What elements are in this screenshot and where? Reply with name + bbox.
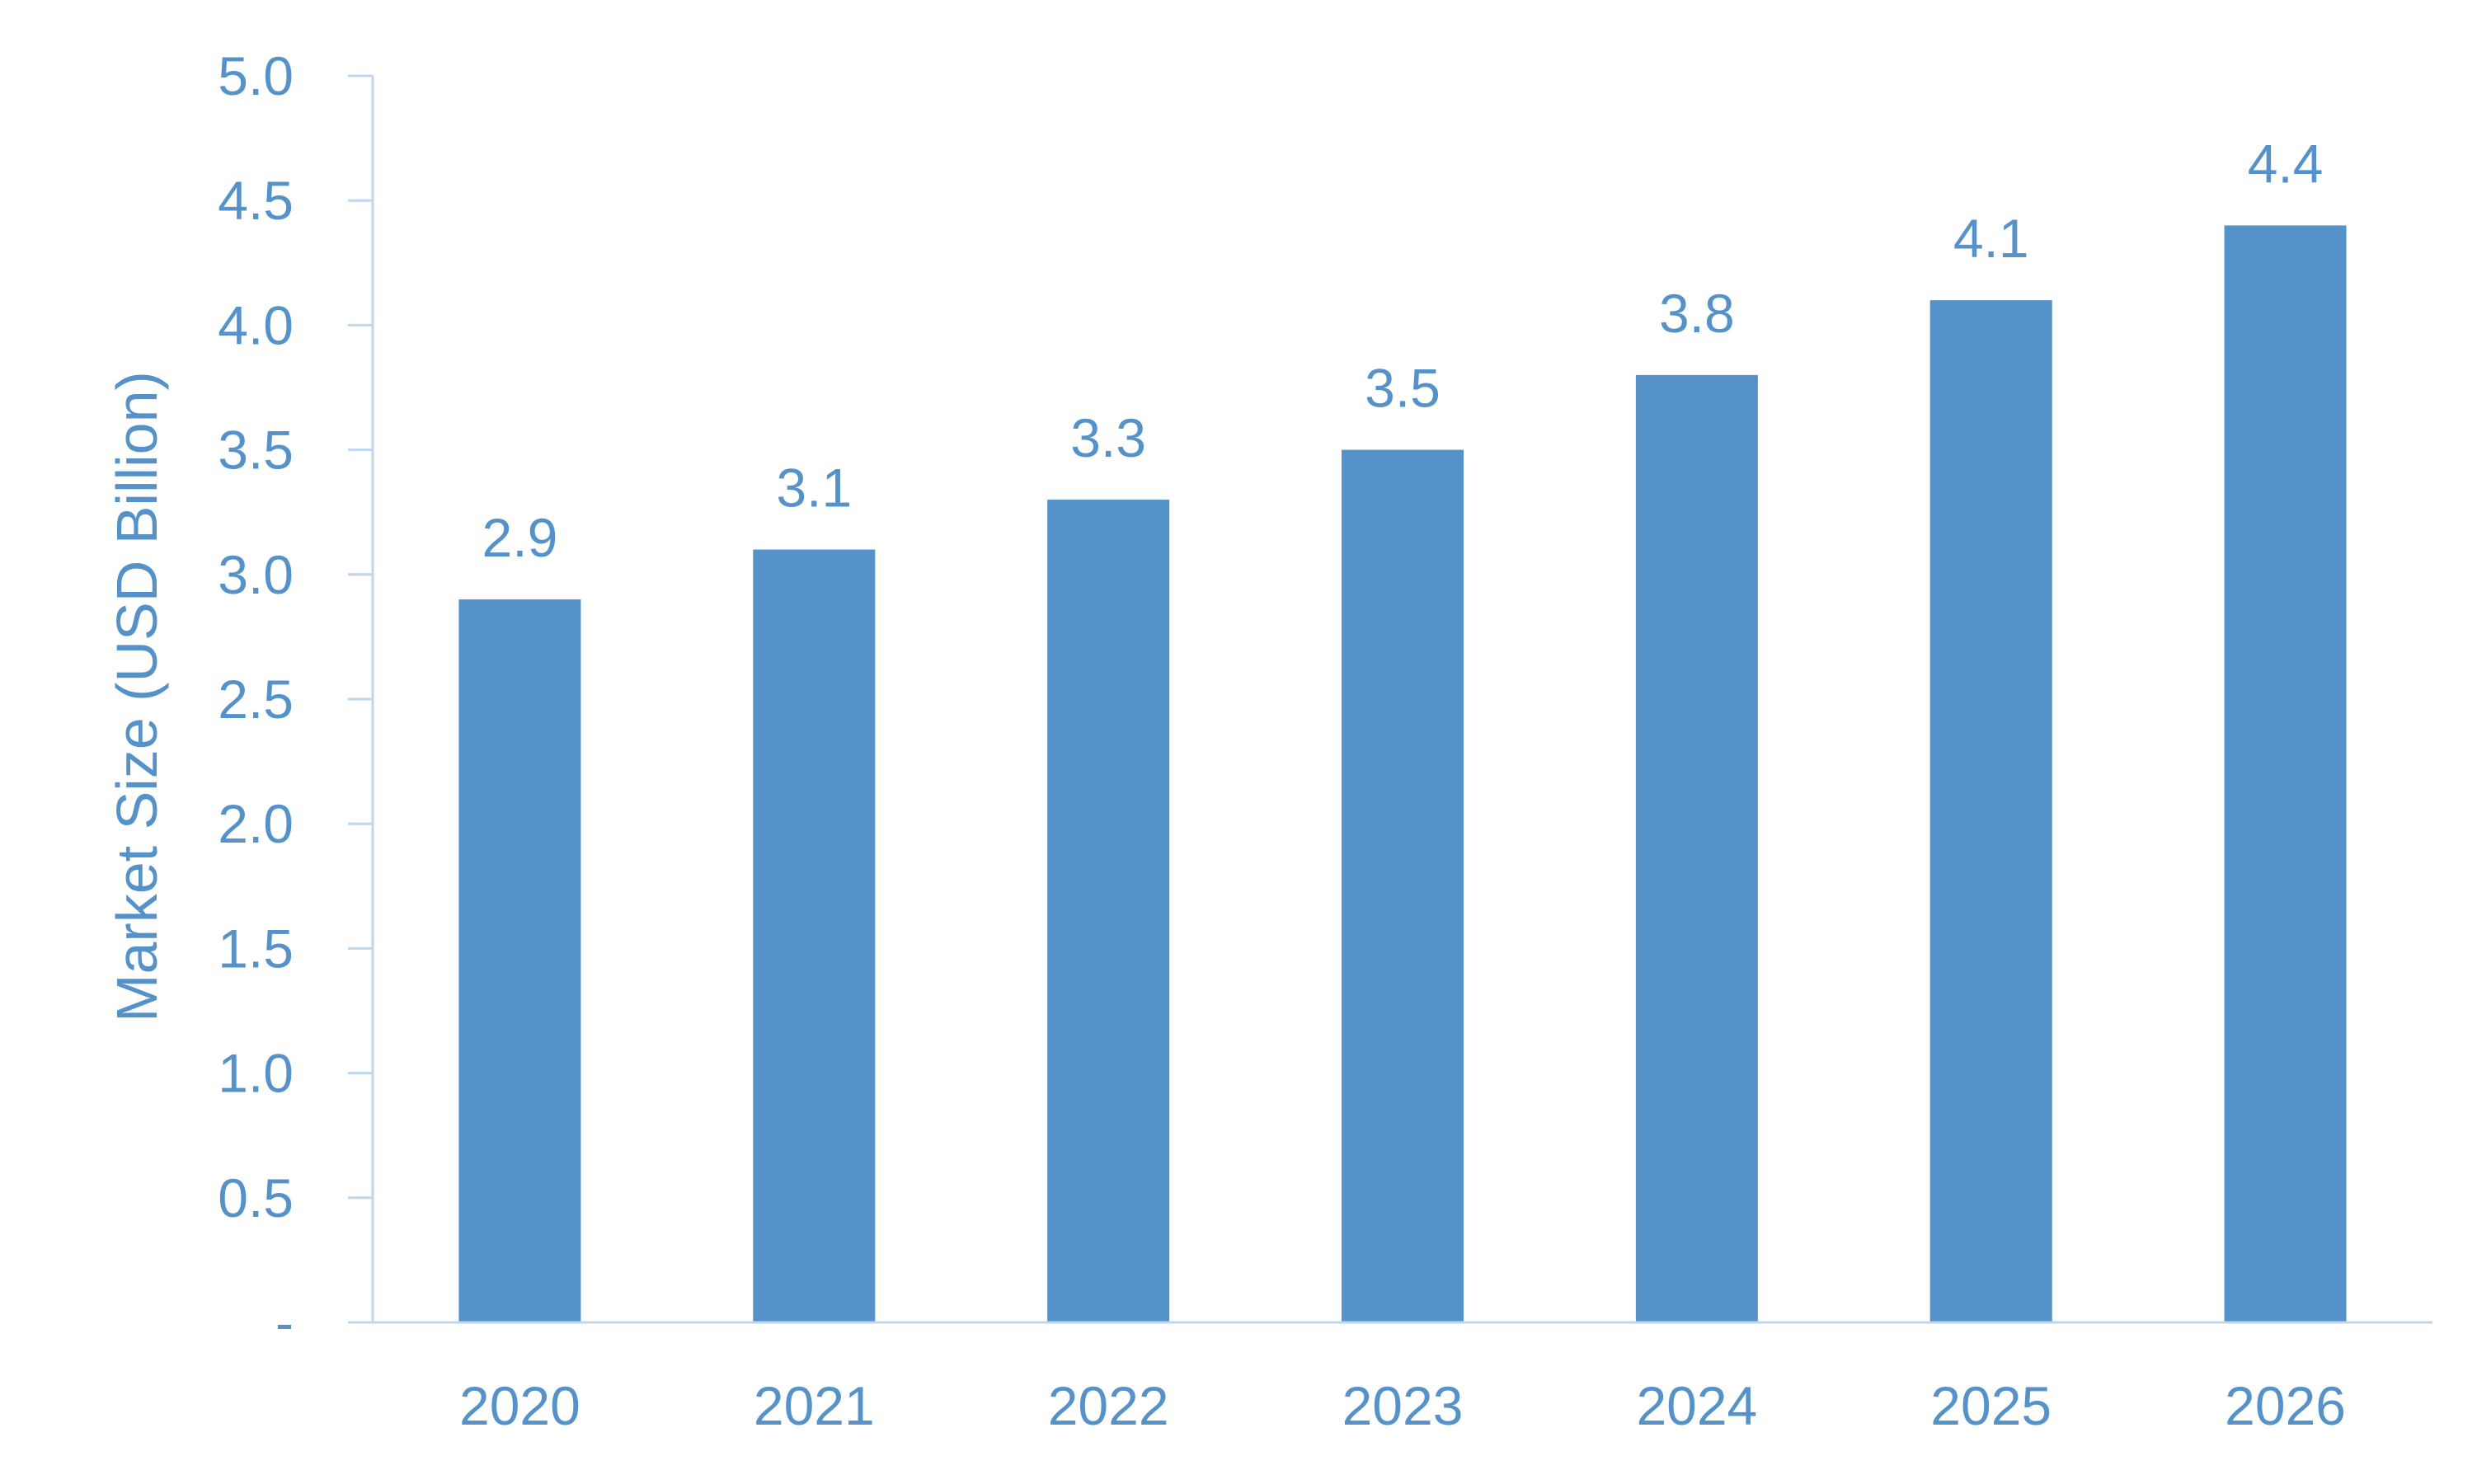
bar — [458, 599, 581, 1322]
y-tick-label: 5.0 — [218, 45, 294, 106]
bar — [753, 549, 876, 1322]
y-axis-title: Market Size (USD Billion) — [105, 371, 169, 1022]
bar — [1929, 300, 2052, 1322]
x-tick-label: 2021 — [754, 1375, 875, 1436]
y-tick-label: 3.5 — [218, 420, 294, 481]
x-tick-label: 2025 — [1930, 1375, 2052, 1436]
bar-data-label: 3.5 — [1365, 358, 1441, 419]
bar — [1342, 449, 1464, 1322]
x-tick-label: 2023 — [1342, 1375, 1464, 1436]
x-axis-ticks: 2020 2021 2022 2023 2024 2025 2026 — [459, 1375, 2346, 1436]
data-labels: 2.9 3.1 3.3 3.5 3.8 4.1 4.4 — [482, 133, 2324, 568]
bar-data-label: 2.9 — [482, 507, 558, 568]
y-tick-label: 3.0 — [218, 544, 294, 605]
bar-series — [458, 225, 2347, 1323]
y-axis-ticks: - 0.5 1.0 1.5 2.0 2.5 3.0 3.5 4.0 4.5 5.0 — [218, 45, 373, 1353]
y-tick-label: 1.5 — [218, 918, 294, 979]
y-tick-label: 0.5 — [218, 1167, 294, 1228]
y-tick-label: - — [275, 1292, 294, 1353]
y-tick-label: 2.5 — [218, 669, 294, 730]
bar — [1635, 374, 1758, 1322]
x-tick-label: 2020 — [459, 1375, 580, 1436]
bar-data-label: 3.1 — [776, 458, 852, 519]
bar-data-label: 4.1 — [1953, 208, 2029, 269]
x-tick-label: 2024 — [1636, 1375, 1757, 1436]
y-tick-label: 1.0 — [218, 1043, 294, 1104]
y-tick-label: 4.5 — [218, 170, 294, 231]
bar-data-label: 4.4 — [2248, 133, 2324, 194]
x-tick-label: 2026 — [2225, 1375, 2346, 1436]
bar — [1047, 500, 1170, 1322]
y-tick-label: 4.0 — [218, 294, 294, 355]
bar-data-label: 3.8 — [1659, 283, 1735, 344]
x-tick-label: 2022 — [1048, 1375, 1169, 1436]
bar-data-label: 3.3 — [1070, 407, 1146, 468]
y-tick-label: 2.0 — [218, 793, 294, 854]
bar — [2224, 225, 2347, 1323]
